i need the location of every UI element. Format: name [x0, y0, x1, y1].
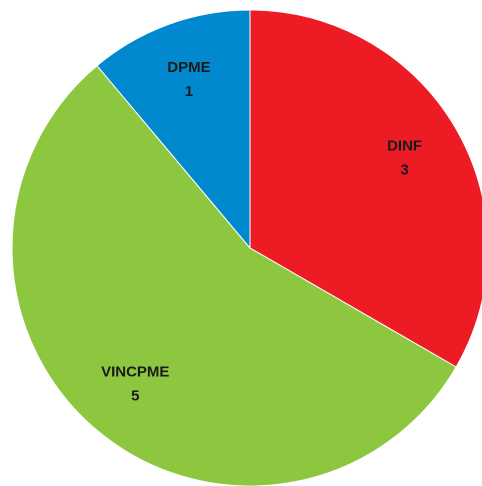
pie-slice — [249, 9, 482, 368]
slice-label: DPME — [167, 59, 210, 76]
slice-value: 3 — [400, 162, 408, 179]
slice-value: 1 — [185, 83, 193, 100]
slice-value: 5 — [131, 388, 139, 405]
slice-label: VINCPME — [101, 364, 169, 381]
pie-slice — [11, 64, 457, 486]
pie-slice — [96, 9, 251, 250]
slice-label: DINF — [387, 138, 422, 155]
